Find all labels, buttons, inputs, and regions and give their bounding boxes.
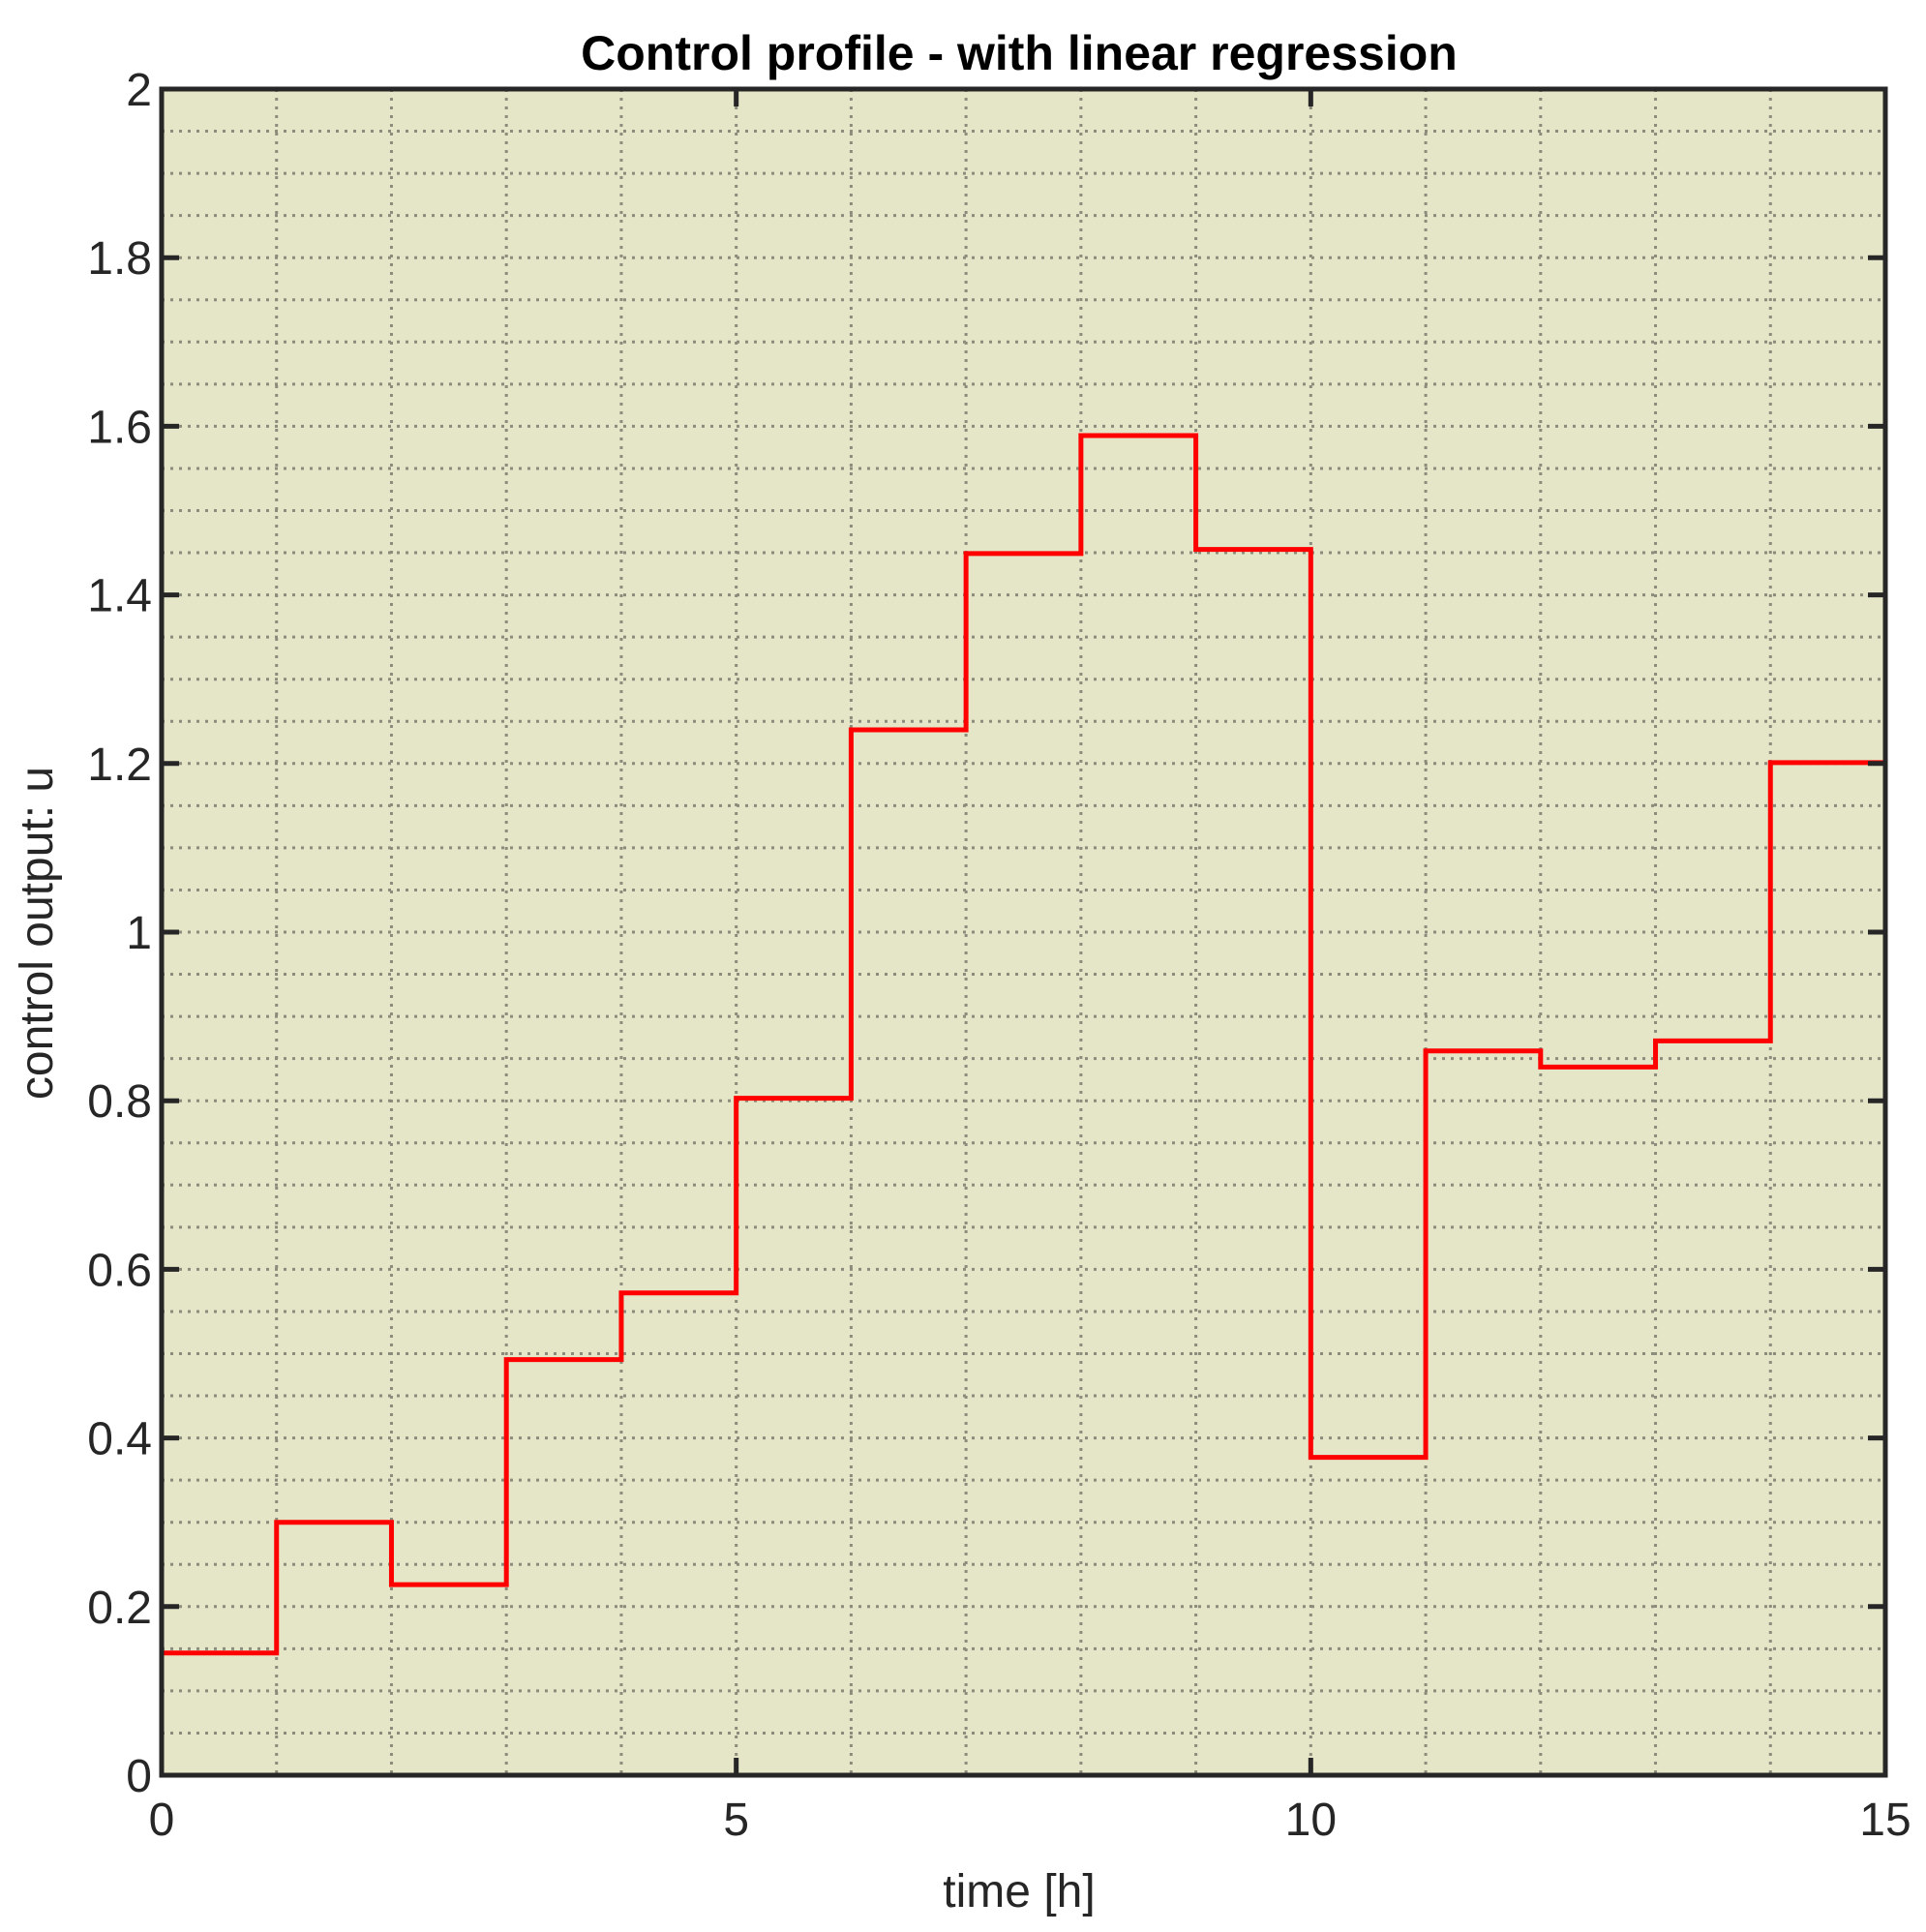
tick-marks [159, 86, 1888, 1778]
y-tick-label: 1.2 [87, 740, 152, 791]
major-grid [162, 89, 1885, 1775]
y-tick-label: 2 [126, 65, 152, 116]
y-tick-label: 1 [126, 908, 152, 959]
y-tick-labels: 0 0.2 0.4 0.6 0.8 1 1.2 1.4 1.6 1.8 2 [87, 65, 152, 1802]
y-tick-label: 1.6 [87, 402, 152, 453]
plot-area [162, 89, 1885, 1775]
x-tick-label: 15 [1859, 1795, 1911, 1846]
series-group [162, 433, 1885, 1656]
x-tick-label: 0 [149, 1795, 175, 1846]
x-tick-labels: 0 5 10 15 [149, 1795, 1911, 1846]
chart-title: Control profile - with linear regression [581, 26, 1458, 80]
series-line [162, 433, 1885, 1656]
y-tick-label: 0.8 [87, 1076, 152, 1128]
x-axis-label: time [h] [943, 1866, 1095, 1917]
y-tick-label: 0.6 [87, 1245, 152, 1296]
y-tick-label: 0 [126, 1751, 152, 1802]
y-axis-label: control output: u [12, 767, 63, 1100]
minor-grid [162, 89, 1885, 1775]
x-tick-label: 10 [1285, 1795, 1337, 1846]
y-tick-label: 0.4 [87, 1414, 152, 1465]
y-tick-label: 1.4 [87, 571, 152, 622]
x-tick-label: 5 [723, 1795, 749, 1846]
y-tick-label: 0.2 [87, 1583, 152, 1634]
y-tick-label: 1.8 [87, 233, 152, 285]
